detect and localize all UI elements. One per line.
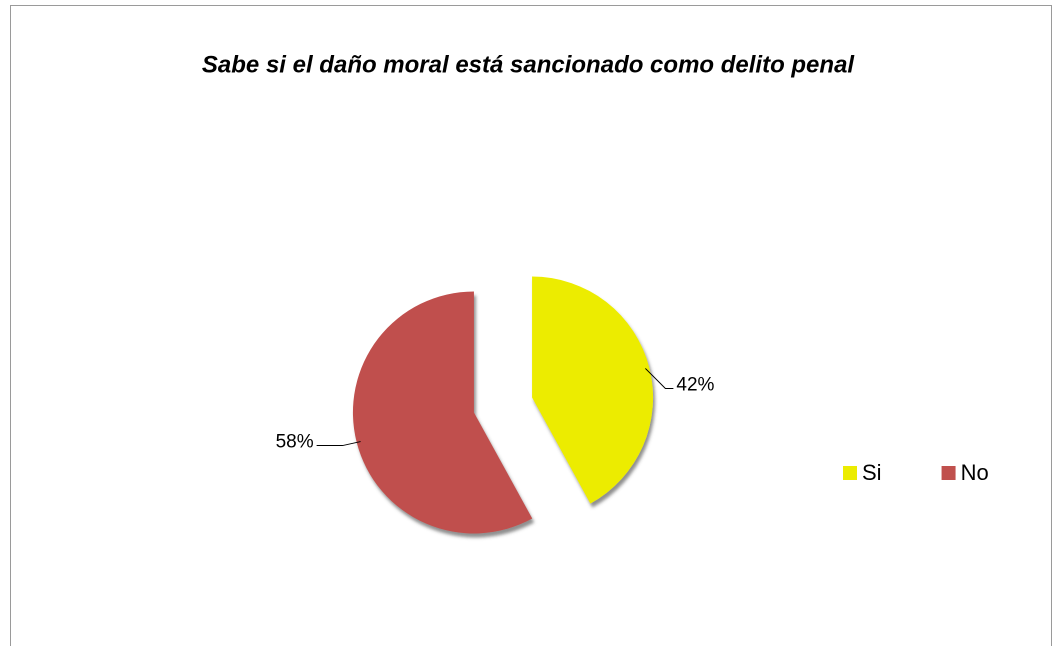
- data-label: 42%: [676, 374, 714, 395]
- legend: Si No: [843, 460, 989, 485]
- leader-line: [645, 368, 674, 389]
- pie: 42% 58%: [276, 276, 715, 534]
- leader-line: [316, 441, 361, 447]
- chart-title: Sabe si el daño moral está sancionado co…: [202, 51, 856, 78]
- legend-swatch: [941, 466, 956, 480]
- legend-label: No: [961, 460, 989, 485]
- data-label: 58%: [276, 432, 314, 453]
- pie-slice: [352, 291, 533, 534]
- pie-slice: [532, 276, 654, 504]
- legend-swatch: [843, 466, 857, 480]
- chart-border: [10, 5, 1052, 646]
- legend-label: Si: [862, 460, 882, 485]
